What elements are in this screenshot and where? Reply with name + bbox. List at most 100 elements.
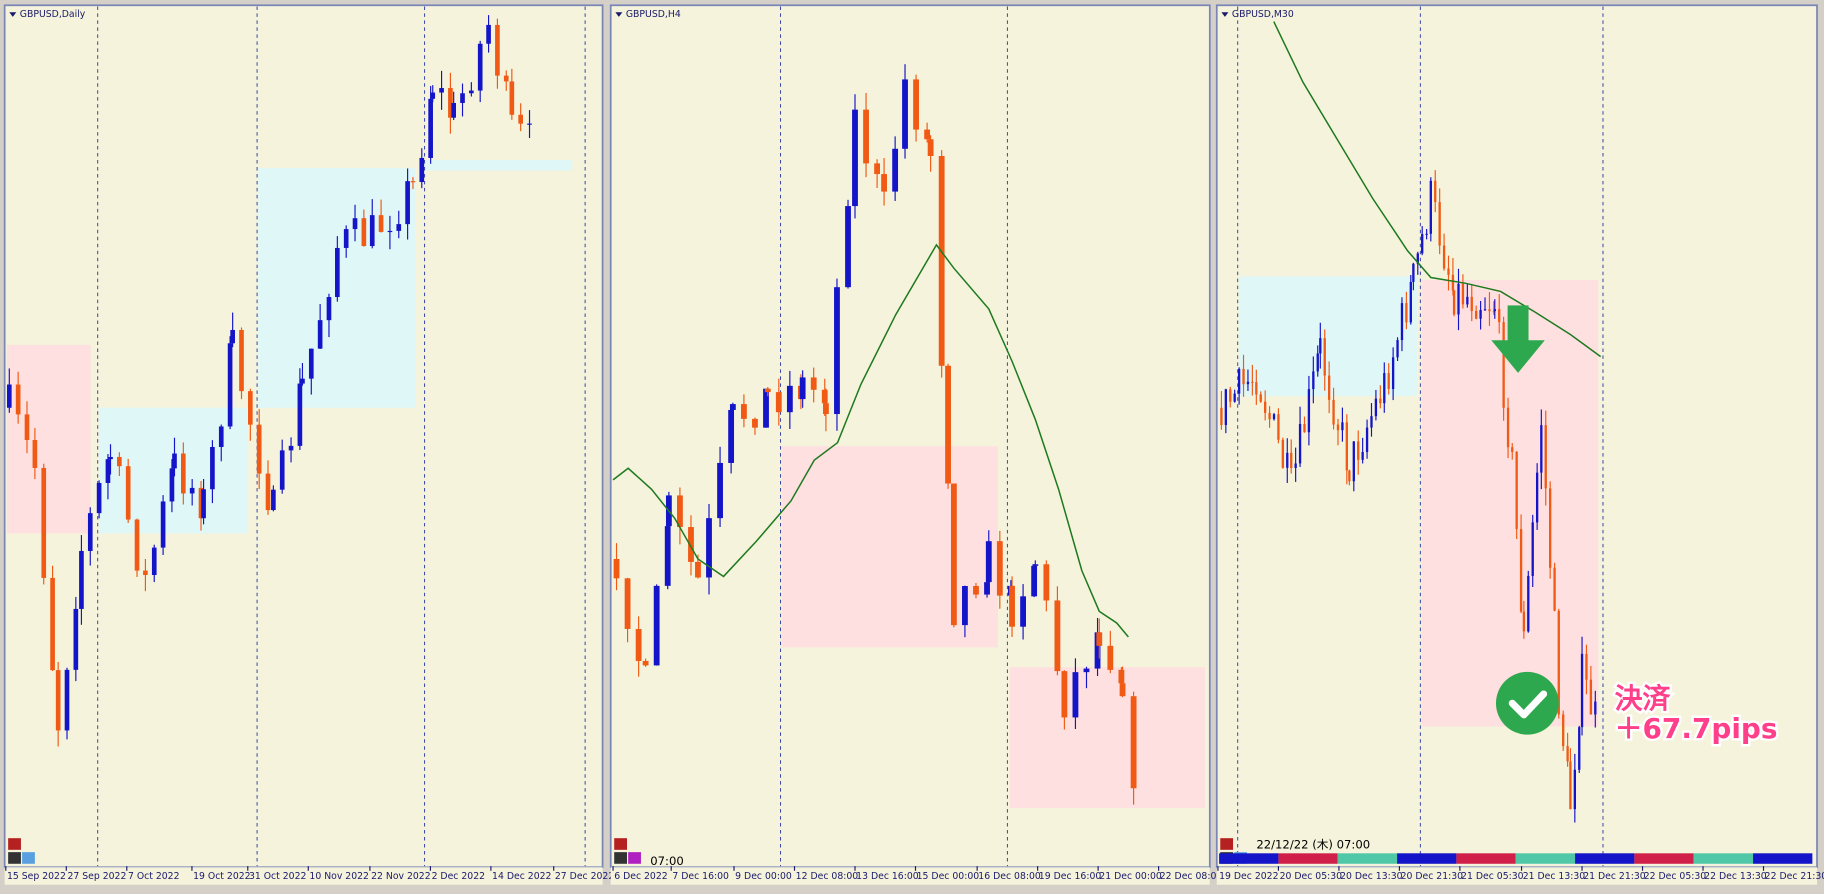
candle-body [1562,714,1565,747]
candle-body [1009,585,1015,627]
candle-body [1119,683,1126,697]
candle-body [1061,671,1068,718]
x-tick-label: 7 Oct 2022 [128,871,180,882]
candle-body [279,450,285,490]
candle-body [881,174,887,192]
candle-body [448,88,453,118]
candle-body [1544,425,1547,489]
candle-body [635,628,642,661]
candle-body [1553,567,1556,611]
candle-body [378,215,384,232]
candle-body [172,453,177,469]
candle-body [1493,309,1496,312]
title-marker [9,12,17,17]
candle-body [1447,268,1450,275]
candle-body [1298,424,1302,464]
candle-body [892,148,899,192]
session-segment [1515,853,1576,864]
sell-arrow [1491,305,1545,373]
candle-body [1107,645,1114,670]
candle-body [653,585,660,666]
candle-body [1549,488,1552,568]
candle-body [863,109,869,164]
candle-body [1357,441,1360,460]
title-marker [1221,12,1229,17]
candle-body [1264,401,1267,413]
candle-body [1405,303,1408,323]
candle-body [1303,424,1306,433]
candle-body [1118,669,1125,684]
candle-body [1416,253,1419,264]
candle-body [419,157,425,183]
candle-body [950,483,957,626]
candle-body [1400,303,1404,341]
candle-body [218,426,224,447]
candle-body [361,218,367,247]
candle-body [728,409,735,463]
candle-body [1246,381,1250,385]
candle-body [1412,263,1415,282]
x-tick-label: 21 Dec 00:00 [1099,871,1162,882]
time-label: 07:00 [650,854,684,868]
candle-body [1072,672,1079,718]
x-tick-label: 13 Dec 16:00 [856,871,919,882]
candle-body [1242,368,1245,385]
panel-title: GBPUSD,M30 [1232,9,1294,20]
candle-body [518,114,524,124]
session-segment [1337,853,1398,864]
candle-body [1451,274,1455,291]
candle-body [181,453,186,494]
x-tick-label: 6 Dec 2022 [614,871,667,882]
candle-body [6,384,12,408]
candle-body [996,541,1003,596]
candle-body [729,404,736,410]
x-tick-label: 22 Dec 13:30 [1704,871,1767,882]
candle-body [189,487,195,494]
candle-body [706,518,712,578]
x-tick-label: 19 Dec 2022 [1219,871,1278,882]
candle-body [105,459,111,483]
session-bar [1219,853,1813,864]
candle-body [1515,451,1518,530]
candle-body [775,392,782,413]
candle-body [1466,296,1469,305]
candle-body [945,365,951,484]
candle-body [405,181,410,225]
x-tick-label: 10 Nov 2022 [309,871,369,882]
candle-body [1470,296,1473,312]
candle-body [1054,600,1061,672]
candle-body [55,670,61,731]
candle-body [1277,414,1280,440]
candle-body [1336,424,1340,431]
panel-frame [3,4,604,869]
candle-body [1522,611,1526,632]
candle-body [439,88,444,93]
candle-body [288,445,294,451]
candle-body [1498,309,1501,323]
check-badge [1495,671,1559,735]
candle-body [799,377,806,400]
candle-body [1580,653,1584,728]
zone [1009,667,1206,808]
candle-body [852,109,858,207]
x-tick-label: 22 Dec 08:00 [1160,871,1223,882]
x-axis-strip [4,867,603,885]
candle-body [271,489,276,511]
candle-body [938,156,945,366]
candle-body [642,660,649,666]
candle-body [924,129,931,140]
candle-body [1316,353,1319,372]
candle-body [752,418,758,428]
candle-body [352,218,358,230]
candle-body [973,586,979,595]
candle-body [1032,564,1039,566]
candle-body [1488,309,1491,312]
x-tick-label: 7 Dec 16:00 [672,871,729,882]
candle-body [1409,281,1412,323]
candle-body [1307,389,1311,433]
candle-body [613,559,620,579]
candle-body [695,561,701,578]
candle-body [1475,311,1478,319]
candle-body [1383,373,1386,404]
